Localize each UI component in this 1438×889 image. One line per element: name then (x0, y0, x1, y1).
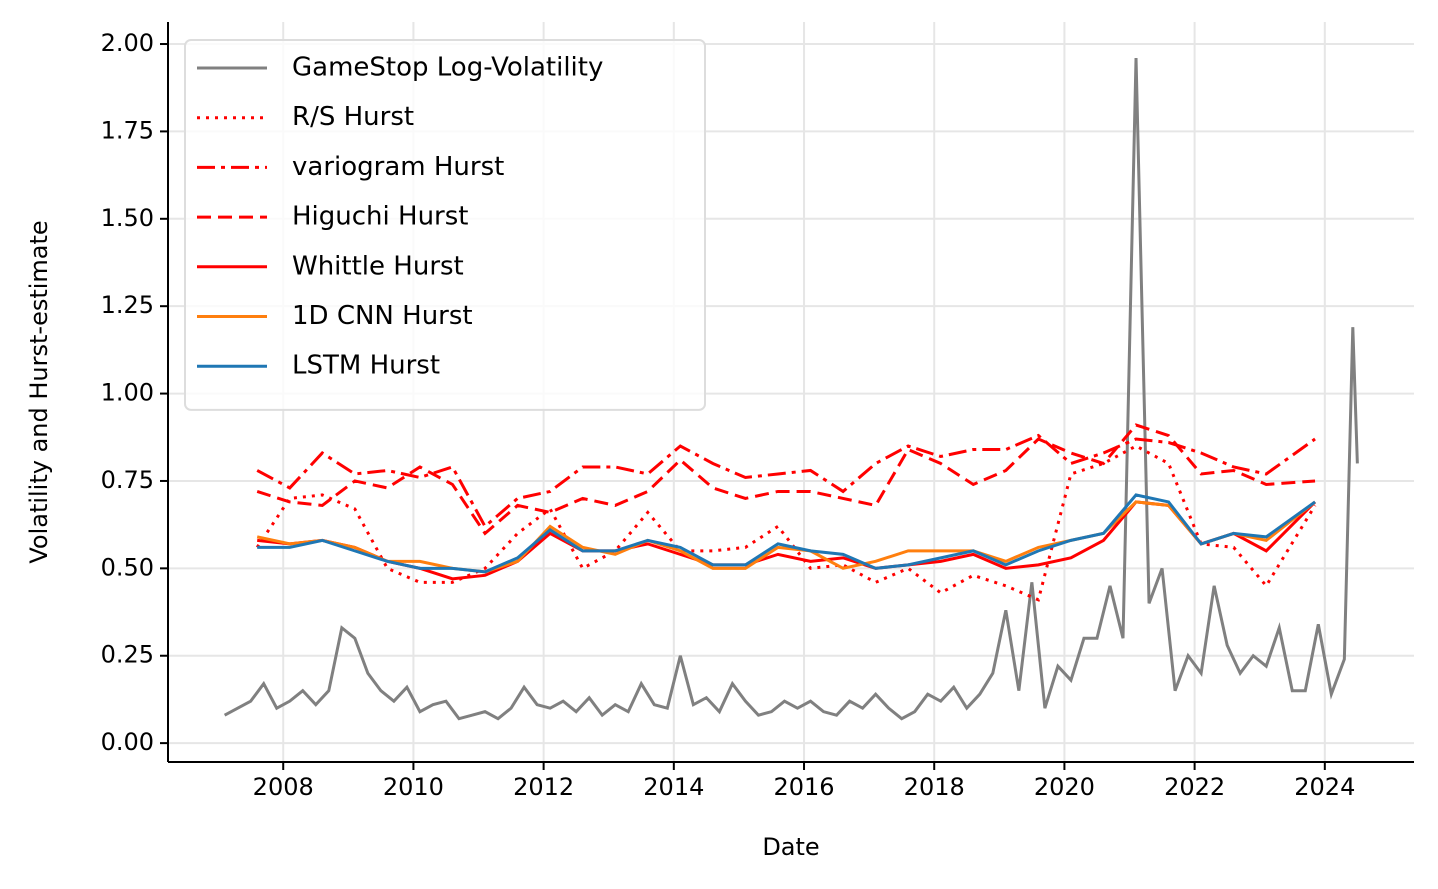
x-tick-label: 2010 (383, 773, 444, 801)
series-line (256, 433, 1316, 529)
x-tick-label: 2018 (904, 773, 965, 801)
legend-label: Higuchi Hurst (292, 202, 468, 232)
y-tick-label: 0.50 (101, 553, 154, 581)
y-tick-label: 0.75 (101, 466, 154, 494)
legend-label: R/S Hurst (292, 102, 414, 132)
y-tick-label: 1.00 (101, 379, 154, 407)
series-line (257, 493, 1316, 574)
legend: GameStop Log-Volatility R/S Hurst variogra… (184, 39, 706, 411)
series-line (256, 423, 1316, 536)
x-tick-label: 2016 (773, 773, 834, 801)
series-line (223, 57, 1359, 721)
y-tick-label: 2.00 (101, 29, 154, 57)
x-tick-label: 2022 (1164, 773, 1225, 801)
grid (168, 22, 1414, 762)
legend-label: 1D CNN Hurst (292, 301, 473, 331)
x-tick-label: 2012 (513, 773, 574, 801)
x-tick-label: 2020 (1034, 773, 1095, 801)
series-line (257, 500, 1317, 581)
x-tick-label: 2024 (1294, 773, 1355, 801)
legend-label: GameStop Log-Volatility (292, 53, 603, 83)
x-tick-label: 2014 (643, 773, 704, 801)
y-tick-label: 0.25 (101, 641, 154, 669)
legend-label: variogram Hurst (292, 152, 504, 182)
legend-label: Whittle Hurst (292, 251, 464, 281)
y-tick-label: 1.50 (101, 204, 154, 232)
y-axis-label: Volatility and Hurst-estimate (25, 220, 53, 563)
series-line (256, 500, 1316, 574)
legend-box (184, 39, 706, 411)
series-line (255, 444, 1317, 602)
y-tick-label: 0.00 (101, 728, 154, 756)
y-tick-label: 1.75 (101, 116, 154, 144)
y-tick-label: 1.25 (101, 291, 154, 319)
x-tick-label: 2008 (253, 773, 314, 801)
legend-label: LSTM Hurst (292, 351, 440, 381)
x-axis-label: Date (762, 833, 819, 861)
